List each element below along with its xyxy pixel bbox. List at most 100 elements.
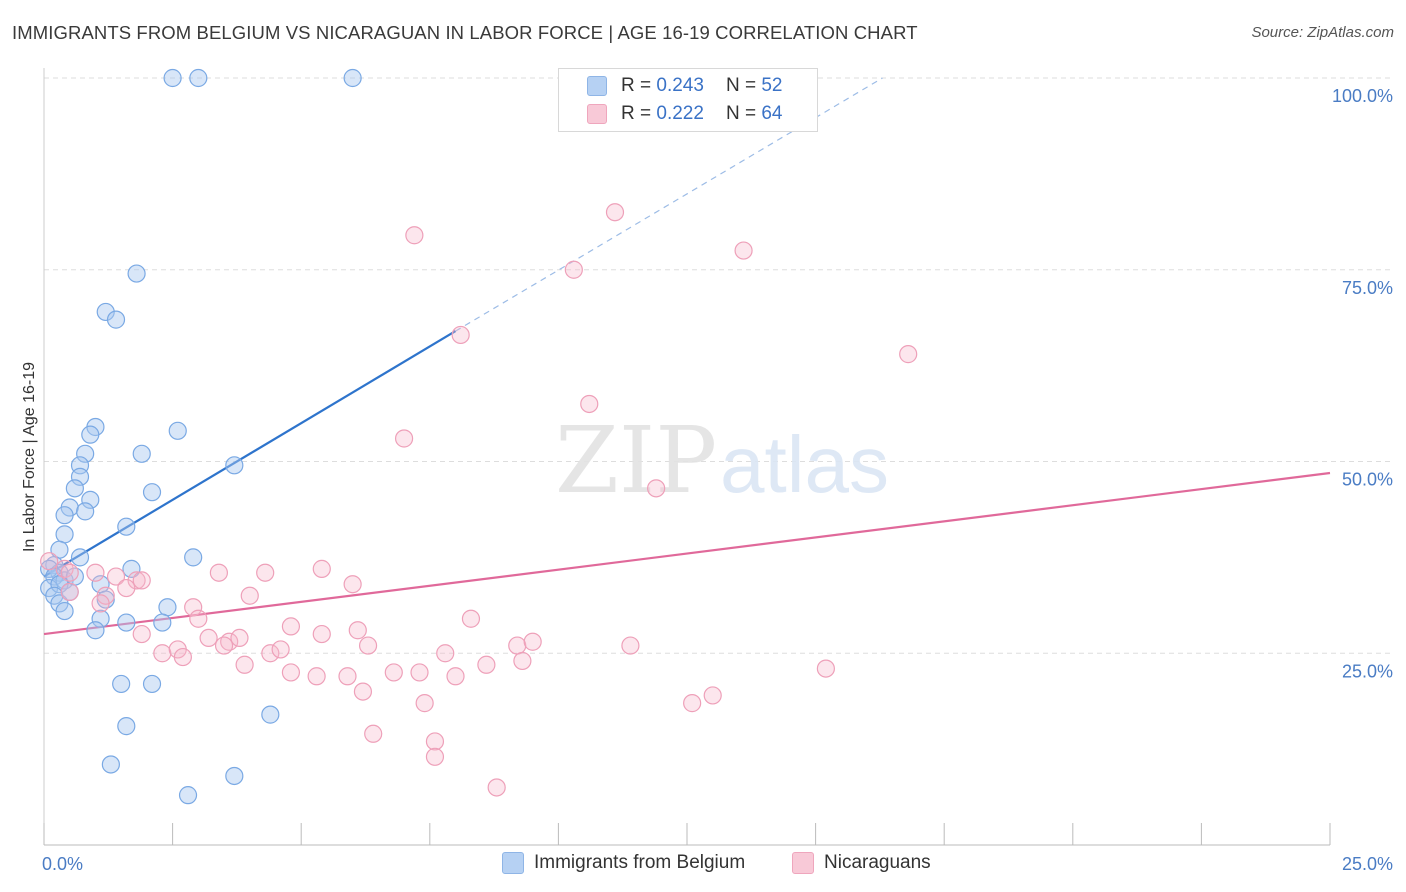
point-nicaraguan xyxy=(461,609,481,628)
point-nicaraguan xyxy=(605,203,625,222)
point-nicaraguan xyxy=(564,260,583,279)
point-nicaraguan xyxy=(312,559,331,578)
point-belgium xyxy=(76,502,95,521)
x-tick-labels: 0.0% 25.0% xyxy=(42,854,1393,874)
point-nicaraguan xyxy=(230,628,249,648)
point-nicaraguan xyxy=(307,667,326,686)
bottom-legend-swatch-nicaraguan xyxy=(792,852,814,874)
point-nicaraguan xyxy=(343,575,362,594)
point-belgium xyxy=(122,559,141,578)
point-belgium xyxy=(178,786,198,805)
point-nicaraguan xyxy=(132,571,151,590)
bottom-legend-belgium: Immigrants from Belgium xyxy=(502,852,745,874)
point-nicaraguan xyxy=(703,686,722,705)
point-belgium xyxy=(101,755,120,774)
point-nicaraguan xyxy=(209,563,228,582)
legend-swatch-nicaraguan xyxy=(587,104,607,124)
legend: R = 0.243 N = 52 R = 0.222 N = 64 xyxy=(558,68,818,132)
point-belgium xyxy=(96,302,115,322)
point-belgium xyxy=(168,421,187,440)
point-nicaraguan xyxy=(117,578,136,598)
point-nicaraguan xyxy=(353,682,373,701)
point-nicaraguan xyxy=(580,394,599,414)
point-belgium xyxy=(117,717,136,736)
point-nicaraguan xyxy=(60,582,79,601)
point-nicaraguan xyxy=(451,325,470,345)
point-belgium xyxy=(158,598,177,617)
point-belgium xyxy=(76,444,95,463)
chart-title: IMMIGRANTS FROM BELGIUM VS NICARAGUAN IN… xyxy=(12,22,918,43)
point-nicaraguan xyxy=(899,345,918,364)
point-nicaraguan xyxy=(513,651,532,671)
bottom-legend-nicaraguan: Nicaraguans xyxy=(792,852,931,874)
gridlines xyxy=(44,77,1392,654)
point-belgium xyxy=(225,766,244,786)
legend-swatch-belgium xyxy=(587,76,607,96)
watermark-atlas: atlas xyxy=(720,420,889,509)
point-nicaraguan xyxy=(415,694,434,713)
point-nicaraguan xyxy=(384,663,403,682)
point-nicaraguan xyxy=(425,732,445,751)
legend-row-belgium: R = 0.243 N = 52 xyxy=(587,73,782,99)
point-belgium xyxy=(106,310,126,329)
point-nicaraguan xyxy=(153,644,172,663)
legend-r-value-nicaraguan: 0.222 xyxy=(656,103,704,124)
point-nicaraguan xyxy=(173,647,192,667)
point-belgium xyxy=(55,525,74,544)
point-nicaraguan xyxy=(256,563,275,582)
x-tick-label: 25.0% xyxy=(1342,854,1393,874)
data-points xyxy=(40,68,918,805)
point-belgium xyxy=(81,425,100,444)
point-belgium xyxy=(343,68,362,88)
bottom-legend-label-belgium: Immigrants from Belgium xyxy=(534,852,746,873)
legend-n-label: N = xyxy=(725,75,757,96)
trend-lines xyxy=(43,77,1331,636)
point-belgium xyxy=(142,483,162,502)
point-belgium xyxy=(189,68,208,88)
y-tick-label: 75.0% xyxy=(1342,278,1393,298)
watermark: ZIP atlas xyxy=(555,407,889,514)
y-tick-label: 25.0% xyxy=(1342,661,1393,681)
point-nicaraguan xyxy=(508,636,527,655)
legend-row-nicaraguan: R = 0.222 N = 64 xyxy=(587,101,782,127)
point-nicaraguan xyxy=(127,571,146,590)
point-nicaraguan xyxy=(425,747,445,766)
bottom-legend-label-nicaraguan: Nicaraguans xyxy=(824,852,931,873)
point-nicaraguan xyxy=(281,663,301,682)
point-belgium xyxy=(86,621,105,640)
point-nicaraguan xyxy=(405,226,424,245)
legend-n-label: N = xyxy=(725,103,757,124)
point-nicaraguan xyxy=(436,644,455,663)
point-belgium xyxy=(142,674,162,694)
point-belgium xyxy=(117,517,136,536)
point-nicaraguan xyxy=(189,609,208,628)
point-nicaraguan xyxy=(487,778,506,797)
point-nicaraguan xyxy=(394,429,414,448)
point-nicaraguan xyxy=(271,640,290,659)
point-belgium xyxy=(70,467,90,486)
watermark-zip: ZIP xyxy=(555,407,717,514)
point-nicaraguan xyxy=(348,621,367,640)
point-nicaraguan xyxy=(214,636,234,655)
point-nicaraguan xyxy=(734,241,753,260)
point-nicaraguan xyxy=(281,617,301,636)
bottom-legend-swatch-belgium xyxy=(502,852,524,874)
point-nicaraguan xyxy=(184,598,203,617)
legend-r-label: R = xyxy=(621,75,652,96)
legend-r-value-belgium: 0.243 xyxy=(656,75,704,96)
point-nicaraguan xyxy=(312,624,331,644)
point-nicaraguan xyxy=(240,586,259,605)
trend-line-belgium-extension xyxy=(455,77,883,332)
point-nicaraguan xyxy=(410,663,429,682)
point-nicaraguan xyxy=(86,563,105,582)
point-nicaraguan xyxy=(60,563,79,582)
point-nicaraguan xyxy=(647,479,666,498)
point-belgium xyxy=(127,264,146,283)
point-nicaraguan xyxy=(358,636,378,655)
x-tick-label: 0.0% xyxy=(42,854,83,874)
point-nicaraguan xyxy=(816,659,835,678)
point-nicaraguan xyxy=(338,667,357,686)
point-belgium xyxy=(91,609,110,628)
y-tick-label: 50.0% xyxy=(1342,470,1393,490)
point-nicaraguan xyxy=(364,724,383,743)
